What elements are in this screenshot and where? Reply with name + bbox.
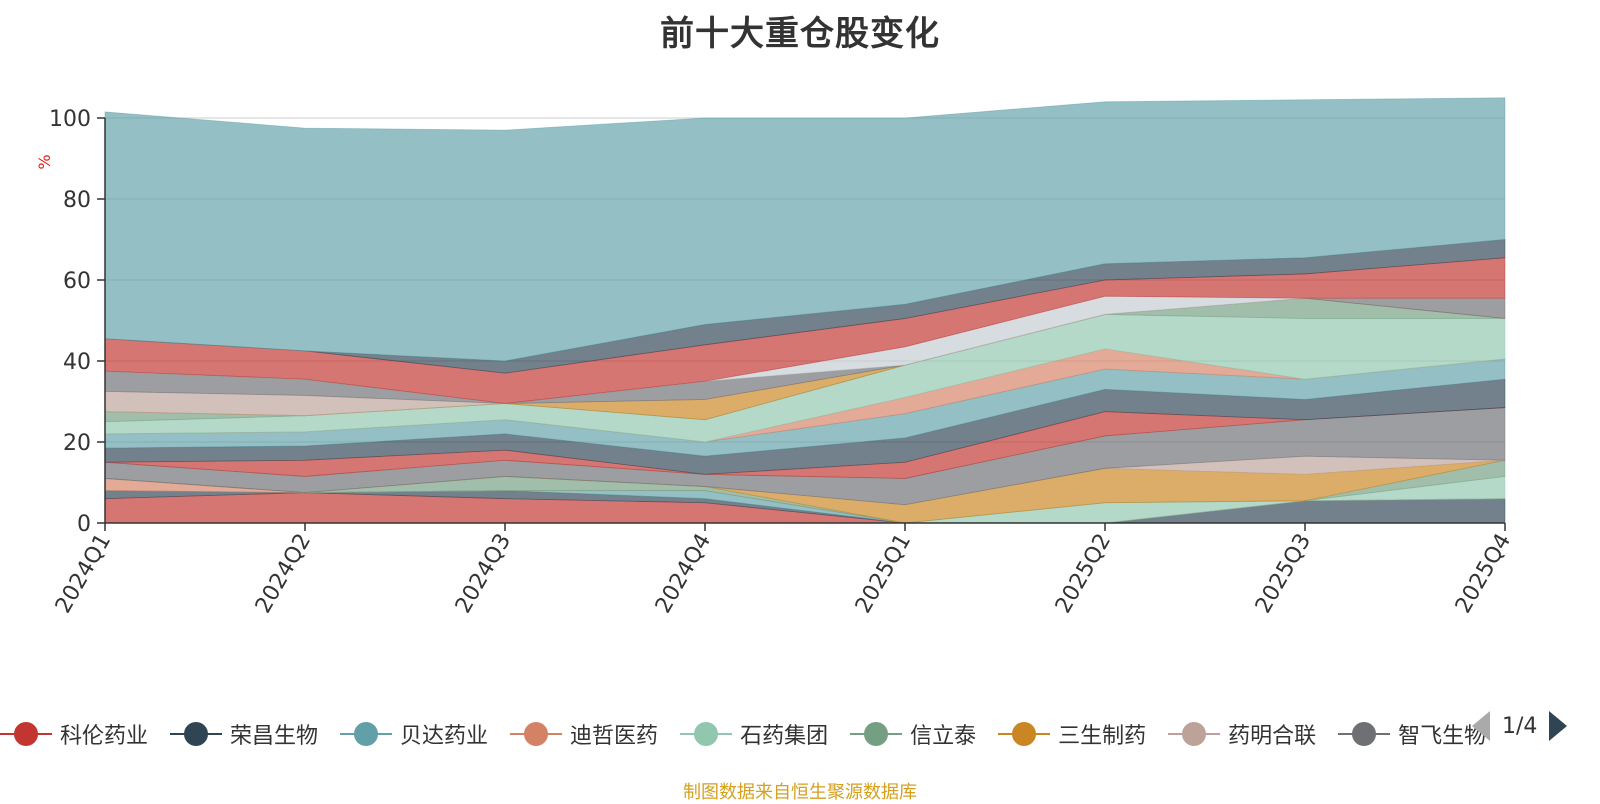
legend-item[interactable]: 智飞生物 <box>1338 712 1486 756</box>
legend-marker-icon <box>340 722 393 746</box>
legend-label: 信立泰 <box>910 724 977 749</box>
legend-marker-icon <box>1168 722 1221 746</box>
legend-label: 荣昌生物 <box>230 724 319 749</box>
legend-item[interactable]: 贝达药业 <box>340 712 488 756</box>
x-tick-label: 2024Q4 <box>651 530 716 618</box>
legend-next-page-icon[interactable] <box>1549 711 1568 741</box>
y-tick-label: 80 <box>63 188 91 213</box>
legend-item[interactable]: 信立泰 <box>850 712 976 756</box>
legend-item[interactable]: 荣昌生物 <box>170 712 318 756</box>
x-tick-label: 2025Q4 <box>1451 530 1516 618</box>
legend-pager: 1/4 <box>1472 704 1600 748</box>
axes <box>104 118 1505 524</box>
y-axis-ticks: 0 20 40 60 80 100 <box>49 107 105 537</box>
legend-label: 智飞生物 <box>1398 724 1487 749</box>
legend-item[interactable]: 三生制药 <box>998 712 1146 756</box>
legend-item[interactable]: 迪哲医药 <box>510 712 658 756</box>
legend-marker-icon <box>510 722 563 746</box>
x-tick-label: 2025Q1 <box>851 530 916 618</box>
stacked-areas <box>104 97 1506 524</box>
legend-item[interactable]: 科伦药业 <box>0 712 148 756</box>
legend-label: 贝达药业 <box>400 724 489 749</box>
legend-label: 迪哲医药 <box>570 724 659 749</box>
y-tick-label: 60 <box>63 269 91 294</box>
legend-item[interactable]: 石药集团 <box>680 712 828 756</box>
legend-label: 科伦药业 <box>60 724 149 749</box>
data-source-note: 制图数据来自恒生聚源数据库 <box>683 782 917 803</box>
legend-marker-icon <box>850 722 903 746</box>
legend-label: 药明合联 <box>1228 724 1317 749</box>
legend-label: 石药集团 <box>740 724 829 749</box>
x-tick-label: 2025Q3 <box>1251 530 1316 618</box>
x-tick-label: 2024Q2 <box>251 530 316 618</box>
legend-marker-icon <box>170 722 223 746</box>
x-tick-label: 2025Q2 <box>1051 530 1116 618</box>
y-tick-label: 100 <box>49 107 91 132</box>
x-axis-ticks: 2024Q1 2024Q2 2024Q3 2024Q4 2025Q1 2025Q2 2025… <box>51 523 1516 618</box>
legend-marker-icon <box>1338 722 1391 746</box>
y-tick-label: 20 <box>63 431 91 456</box>
legend: 科伦药业 荣昌生物 贝达药业 迪哲医药 石药集团 信立泰 三生制药 药明合联 智飞生物 <box>0 712 1490 756</box>
x-tick-label: 2024Q1 <box>51 530 116 618</box>
area-series-21[interactable] <box>104 97 1506 362</box>
legend-item[interactable]: 药明合联 <box>1168 712 1316 756</box>
legend-prev-page-icon[interactable] <box>1472 711 1490 741</box>
x-tick-label: 2024Q3 <box>451 530 516 618</box>
y-axis-unit: % <box>35 154 54 169</box>
legend-marker-icon <box>680 722 733 746</box>
legend-marker-icon <box>0 722 52 746</box>
legend-label: 三生制药 <box>1058 724 1147 749</box>
y-tick-label: 40 <box>63 350 91 375</box>
legend-page-indicator: 1/4 <box>1502 713 1538 739</box>
chart-title: 前十大重仓股变化 <box>660 14 940 54</box>
legend-marker-icon <box>998 722 1051 746</box>
y-tick-label: 0 <box>77 512 91 537</box>
